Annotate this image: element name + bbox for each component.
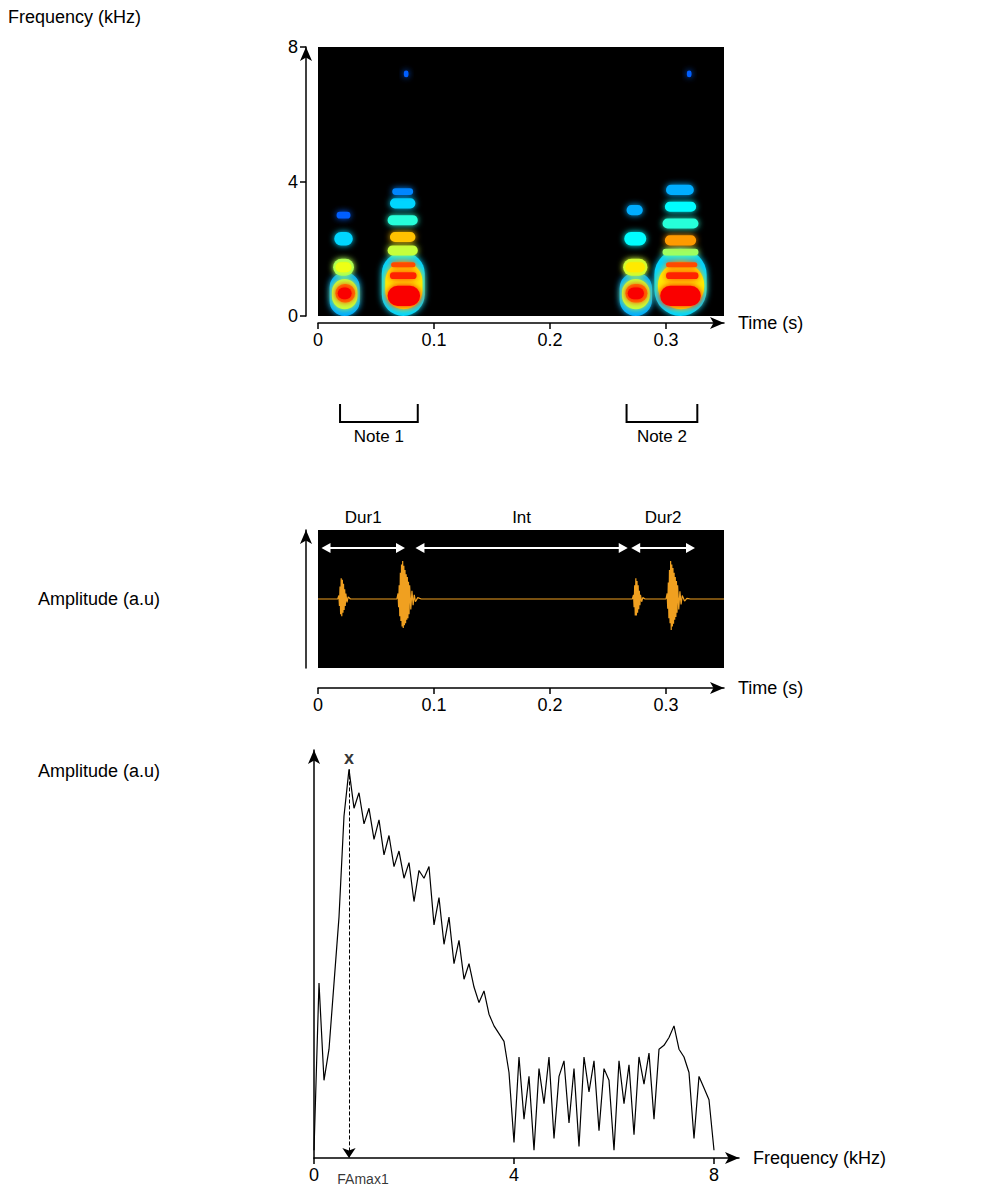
svg-text:Note 2: Note 2 bbox=[637, 427, 687, 446]
svg-text:0: 0 bbox=[309, 1165, 319, 1185]
svg-text:Amplitude (a.u): Amplitude (a.u) bbox=[38, 589, 160, 609]
svg-text:Frequency (kHz): Frequency (kHz) bbox=[753, 1148, 886, 1168]
svg-text:x: x bbox=[344, 748, 354, 768]
svg-text:Time (s): Time (s) bbox=[738, 678, 803, 698]
svg-text:Dur1: Dur1 bbox=[345, 508, 382, 527]
svg-text:0.3: 0.3 bbox=[653, 330, 678, 350]
svg-text:0.2: 0.2 bbox=[537, 330, 562, 350]
svg-text:0: 0 bbox=[313, 330, 323, 350]
svg-text:8: 8 bbox=[709, 1165, 719, 1185]
svg-text:0: 0 bbox=[313, 695, 323, 715]
svg-text:Note 1: Note 1 bbox=[354, 427, 404, 446]
svg-text:8: 8 bbox=[288, 37, 298, 57]
svg-text:Amplitude (a.u): Amplitude (a.u) bbox=[38, 761, 160, 781]
svg-text:Int: Int bbox=[512, 508, 531, 527]
svg-text:4: 4 bbox=[509, 1165, 519, 1185]
svg-text:0.1: 0.1 bbox=[421, 330, 446, 350]
svg-text:0.1: 0.1 bbox=[421, 695, 446, 715]
svg-text:4: 4 bbox=[288, 172, 298, 192]
svg-text:Time (s): Time (s) bbox=[738, 313, 803, 333]
svg-text:0.2: 0.2 bbox=[537, 695, 562, 715]
svg-text:Dur2: Dur2 bbox=[645, 508, 682, 527]
svg-text:FAmax1: FAmax1 bbox=[337, 1171, 389, 1187]
svg-text:Frequency (kHz): Frequency (kHz) bbox=[8, 7, 141, 27]
svg-text:0.3: 0.3 bbox=[653, 695, 678, 715]
svg-text:0: 0 bbox=[288, 306, 298, 326]
